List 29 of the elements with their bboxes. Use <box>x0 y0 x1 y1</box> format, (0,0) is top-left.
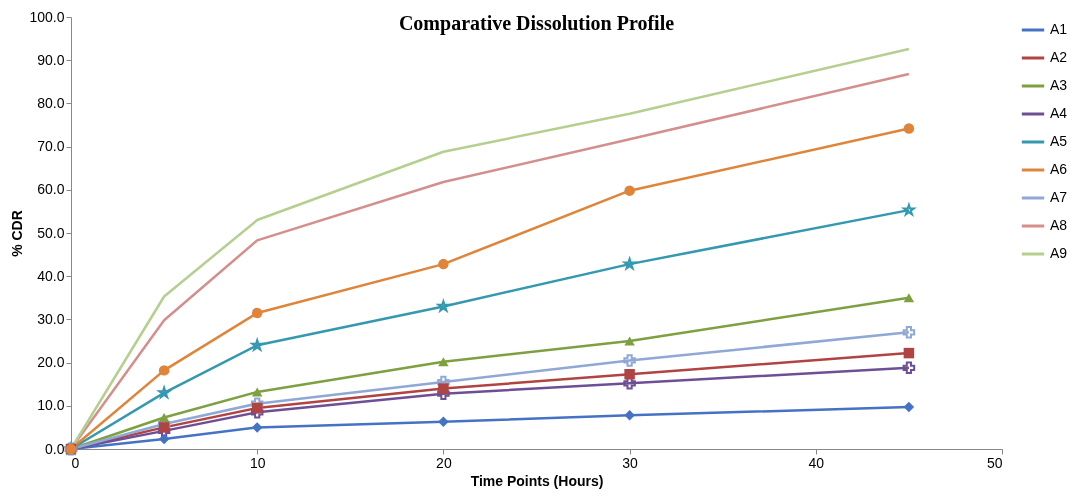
chart-title: Comparative Dissolution Profile <box>398 12 675 35</box>
x-axis-title: Time Points (Hours) <box>470 472 604 489</box>
y-tick-label: 80.0 <box>37 94 65 111</box>
y-tick-label: 0.0 <box>45 440 65 457</box>
x-tick-label: 40 <box>808 454 825 471</box>
legend-label: A7 <box>1050 189 1068 205</box>
y-axis-title: % CDR <box>9 210 26 257</box>
y-tick-label: 10.0 <box>37 397 65 414</box>
y-tick-label: 100.0 <box>29 8 65 25</box>
x-tick-label: 30 <box>622 454 639 471</box>
legend-label: A3 <box>1050 77 1068 93</box>
y-tick-label: 60.0 <box>37 181 65 198</box>
y-tick-label: 90.0 <box>37 51 65 68</box>
legend-label: A4 <box>1050 105 1068 121</box>
y-tick-label: 40.0 <box>37 267 65 284</box>
legend-label: A9 <box>1050 245 1068 261</box>
legend-label: A6 <box>1050 161 1068 177</box>
legend-label: A8 <box>1050 217 1068 233</box>
x-tick-label: 0 <box>71 454 80 471</box>
y-tick-label: 20.0 <box>37 354 65 371</box>
legend-label: A5 <box>1050 133 1068 149</box>
y-tick-label: 50.0 <box>37 224 65 241</box>
x-tick-label: 20 <box>436 454 452 471</box>
y-tick-label: 70.0 <box>37 138 65 155</box>
legend-label: A2 <box>1050 49 1068 65</box>
x-tick-label: 50 <box>986 454 1003 471</box>
x-tick-label: 10 <box>249 454 266 471</box>
legend-label: A1 <box>1050 21 1068 37</box>
y-tick-label: 30.0 <box>37 310 65 327</box>
